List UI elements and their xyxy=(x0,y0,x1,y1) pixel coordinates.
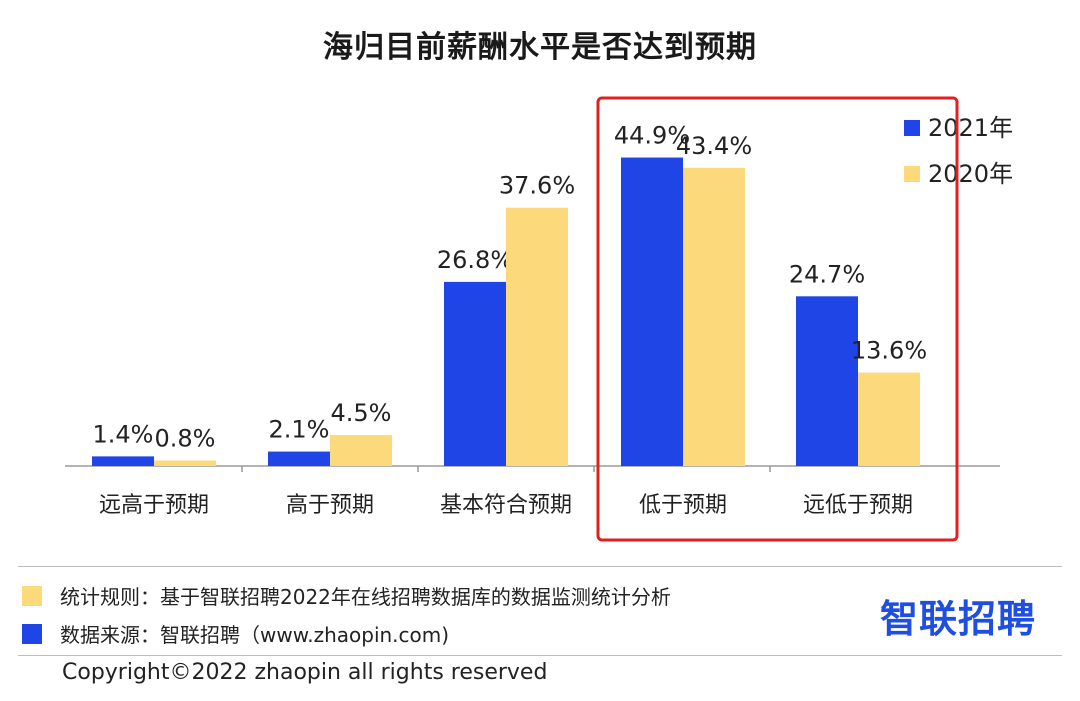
bar-value-label: 37.6% xyxy=(499,172,575,200)
bar-value-label: 24.7% xyxy=(789,260,865,288)
bar-value-label: 26.8% xyxy=(437,246,513,274)
bar-value-label: 1.4% xyxy=(93,420,154,448)
category-label: 低于预期 xyxy=(639,493,727,518)
bar-value-label: 44.9% xyxy=(614,122,690,150)
note-source-text: 数据来源：智联招聘（www.zhaopin.com) xyxy=(60,623,450,647)
bar-value-label: 2.1% xyxy=(269,416,330,444)
category-label: 远低于预期 xyxy=(803,493,913,518)
bar-2020 xyxy=(154,460,216,466)
legend-swatch-icon xyxy=(904,120,920,136)
category-label: 高于预期 xyxy=(286,493,374,518)
bar-value-label: 13.6% xyxy=(851,337,927,365)
bar-2021 xyxy=(268,451,330,466)
chart-title: 海归目前薪酬水平是否达到预期 xyxy=(323,30,757,65)
yellow-swatch-icon xyxy=(22,585,42,606)
bar-2020 xyxy=(858,372,920,466)
bar-value-label: 43.4% xyxy=(676,132,752,160)
bar-value-label: 0.8% xyxy=(155,425,216,453)
bar-2021 xyxy=(621,157,683,467)
bar-value-label: 4.5% xyxy=(331,399,392,427)
bar-2021 xyxy=(92,456,154,466)
footer-divider-top xyxy=(18,566,1062,567)
note-rule: 统计规则：基于智联招聘2022年在线招聘数据库的数据监测统计分析 xyxy=(22,581,671,610)
legend-swatch-icon xyxy=(904,166,920,182)
category-label: 基本符合预期 xyxy=(440,493,572,518)
bar-2020 xyxy=(506,207,568,467)
bar-2020 xyxy=(683,167,745,467)
legend-label: 2020年 xyxy=(928,160,1013,188)
note-source: 数据来源：智联招聘（www.zhaopin.com) xyxy=(22,619,449,648)
bar-2021 xyxy=(796,296,858,466)
category-label: 远高于预期 xyxy=(99,493,209,518)
bar-2020 xyxy=(330,435,392,466)
highlight-box xyxy=(596,96,959,542)
footer-divider-bottom xyxy=(18,655,1062,656)
bar-2021 xyxy=(444,281,506,466)
copyright-text: Copyright©2022 zhaopin all rights reserv… xyxy=(62,660,548,685)
zhaopin-logo: 智联招聘 xyxy=(880,597,1037,641)
note-rule-text: 统计规则：基于智联招聘2022年在线招聘数据库的数据监测统计分析 xyxy=(60,585,671,609)
legend-label: 2021年 xyxy=(928,114,1013,142)
blue-swatch-icon xyxy=(22,623,42,644)
